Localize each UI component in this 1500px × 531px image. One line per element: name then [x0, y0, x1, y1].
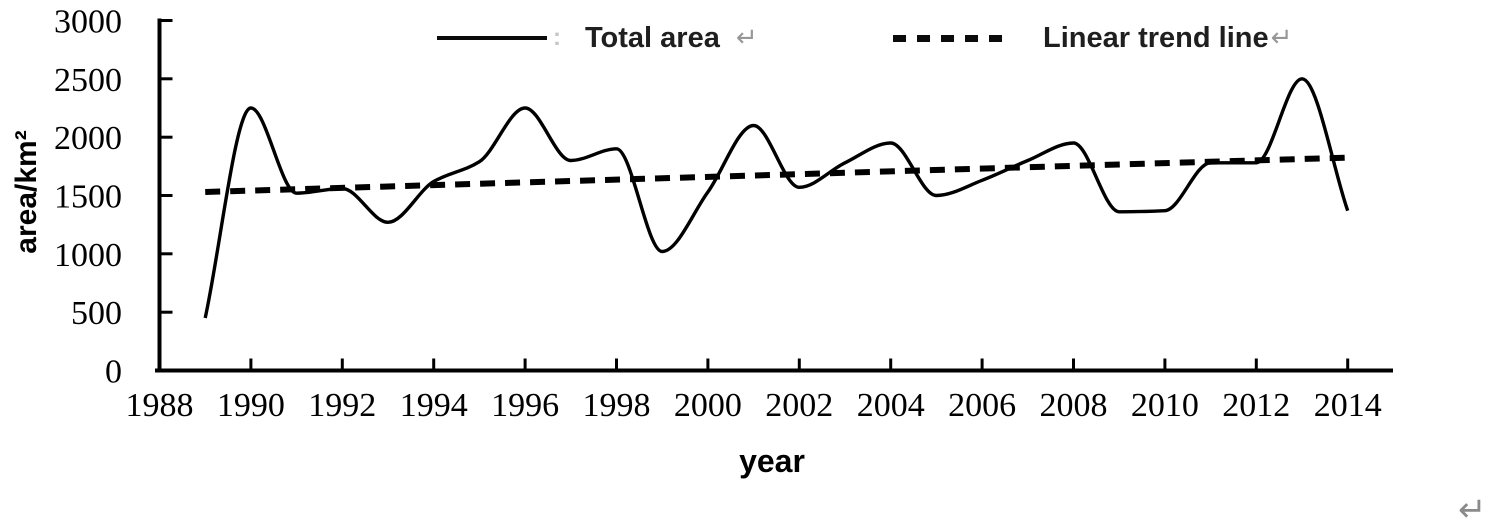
x-tick-label: 2012: [1222, 387, 1290, 424]
x-tick-label: 1994: [400, 387, 468, 424]
x-tick-label: 2010: [1131, 387, 1199, 424]
x-tick-label: 2014: [1314, 387, 1382, 424]
trend-line-path: [205, 154, 1348, 195]
x-tick-label: 1992: [308, 387, 376, 424]
x-tick-label: 1998: [583, 387, 651, 424]
y-tick-label: 1000: [54, 237, 122, 274]
y-tick-label: 3000: [54, 4, 122, 41]
x-tick-label: 2008: [1040, 387, 1108, 424]
x-tick-label: 1996: [491, 387, 559, 424]
y-tick-label: 500: [71, 295, 122, 332]
x-axis-title: year: [739, 443, 805, 479]
x-tick-label: 1988: [126, 387, 194, 424]
return-mark-icon: ↵: [1458, 490, 1487, 530]
x-tick-label: 2004: [857, 387, 925, 424]
y-axis-title: area/km²: [10, 130, 43, 254]
total-area-line-swatch: [437, 36, 547, 40]
total-area-line-path: [203, 77, 1350, 319]
legend-item-linear-trend-line: Linear trend line ↵: [893, 22, 1292, 54]
x-tick-label: 2006: [948, 387, 1016, 424]
legend-item-total-area: : Total area ↵: [437, 22, 758, 54]
y-tick-label: 1500: [54, 179, 122, 216]
y-tick-label: 0: [105, 354, 122, 391]
y-tick-label: 2000: [54, 120, 122, 157]
return-mark-icon: ↵: [1270, 23, 1293, 53]
legend-label-linear-trend-line: Linear trend line: [1043, 21, 1269, 54]
legend-separator: :: [553, 24, 561, 51]
return-mark-icon: ↵: [735, 23, 758, 53]
legend-label-total-area: Total area: [585, 21, 720, 54]
x-tick-label: 1990: [217, 387, 285, 424]
x-tick-label: 2000: [674, 387, 742, 424]
x-tick-label: 2002: [765, 387, 833, 424]
y-tick-label: 2500: [54, 62, 122, 99]
trend-line-swatch: [893, 34, 1011, 42]
